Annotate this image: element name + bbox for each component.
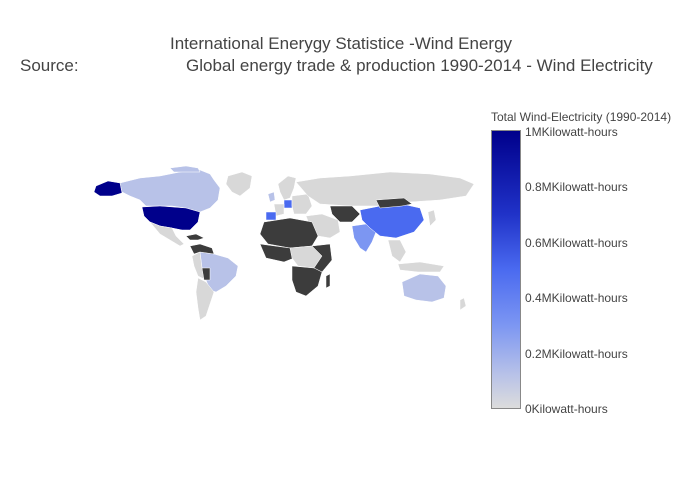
country-colombia[interactable] [189,243,215,255]
colorbar [491,130,521,409]
country-australia[interactable] [401,273,447,303]
country-bolivia[interactable] [201,267,211,281]
country-caribbean[interactable] [185,233,205,241]
country-canada-islands[interactable] [169,165,201,173]
colorbar-title: Total Wind-Electricity (1990-2014) [491,110,672,124]
country-eastern-europe[interactable] [291,193,313,215]
country-germany[interactable] [283,199,293,209]
colorbar-tick-1m: 1MKilowatt-hours [525,125,618,139]
chart-title: International Enerygy Statistice -Wind E… [170,34,513,53]
country-indonesia[interactable] [397,261,445,273]
country-japan[interactable] [427,209,437,227]
chart-subtitle: Global energy trade & production 1990-20… [186,56,653,75]
colorbar-tick-0.6m: 0.6MKilowatt-hours [525,236,628,250]
country-alaska[interactable] [93,180,123,197]
country-mexico[interactable] [149,221,185,247]
map-countries [93,165,475,321]
country-new-zealand[interactable] [459,297,467,311]
country-west-africa[interactable] [259,243,295,263]
country-madagascar[interactable] [325,273,331,289]
country-usa[interactable] [141,205,201,231]
colorbar-tick-0.8m: 0.8MKilowatt-hours [525,180,628,194]
country-spain[interactable] [265,211,277,221]
colorbar-tick-0: 0Kilowatt-hours [525,402,608,416]
colorbar-tick-0.4m: 0.4MKilowatt-hours [525,291,628,305]
country-greenland[interactable] [225,171,253,197]
chart-subtitle-prefix: Source: [20,56,79,75]
country-uk[interactable] [267,191,276,203]
country-argentina[interactable] [195,277,215,321]
country-north-africa[interactable] [259,217,319,249]
country-central-asia[interactable] [329,205,361,223]
country-mongolia[interactable] [375,197,413,209]
country-russia[interactable] [295,171,475,207]
country-canada[interactable] [119,169,221,213]
country-southern-africa[interactable] [291,265,323,297]
country-scandinavia[interactable] [277,175,297,201]
country-southeast-asia[interactable] [387,239,407,263]
colorbar-tick-0.2m: 0.2MKilowatt-hours [525,347,628,361]
